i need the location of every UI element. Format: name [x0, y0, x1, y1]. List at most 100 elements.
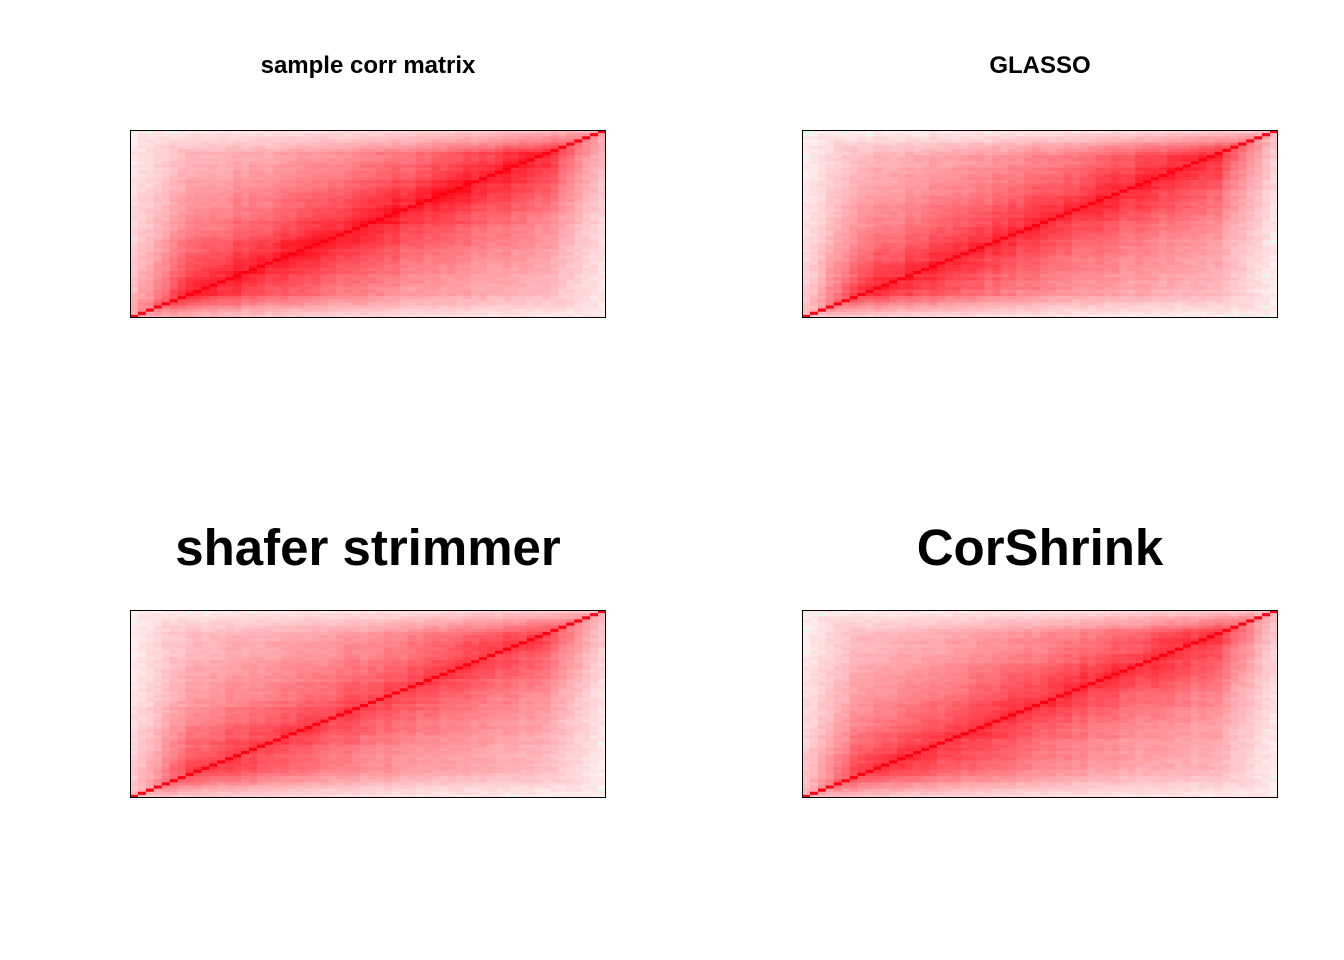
heatmap-cell	[161, 195, 171, 200]
heatmap-cell	[1000, 198, 1009, 203]
heatmap-cell	[185, 289, 195, 294]
heatmap-cell	[447, 245, 456, 250]
heatmap-cell	[360, 302, 369, 307]
heatmap-cell	[1190, 130, 1200, 134]
heatmap-cell	[471, 299, 480, 303]
heatmap-cell	[256, 233, 266, 238]
heatmap-cell	[233, 249, 242, 253]
heatmap-cell	[1151, 164, 1160, 169]
heatmap-cell	[423, 277, 433, 281]
heatmap-cell	[352, 217, 361, 222]
heatmap-cell	[153, 252, 163, 256]
heatmap-cell	[296, 173, 306, 178]
heatmap-cell	[304, 133, 314, 137]
heatmap-cell	[463, 274, 472, 278]
heatmap-cell	[865, 145, 874, 150]
heatmap-cell	[582, 311, 591, 316]
heatmap-cell	[344, 311, 353, 316]
heatmap-cell	[439, 230, 448, 234]
heatmap-cell	[550, 220, 559, 225]
heatmap-cell	[1016, 145, 1025, 150]
heatmap-cell	[201, 173, 210, 178]
heatmap-cell	[487, 233, 496, 238]
heatmap-cell	[352, 255, 361, 260]
heatmap-cell	[264, 252, 274, 256]
heatmap-cell	[455, 158, 464, 162]
heatmap-cell	[566, 286, 575, 291]
heatmap-cell	[249, 308, 258, 313]
heatmap-cell	[1230, 158, 1239, 162]
heatmap-cell	[574, 292, 583, 297]
heatmap-cell	[510, 214, 520, 219]
heatmap-cell	[249, 258, 258, 263]
heatmap-cell	[865, 164, 874, 169]
heatmap-cell	[1182, 183, 1192, 187]
heatmap-cell	[1230, 151, 1239, 156]
heatmap-cell	[487, 217, 496, 222]
heatmap-cell	[921, 130, 930, 134]
heatmap-cell	[153, 130, 163, 134]
heatmap-cell	[1063, 161, 1073, 166]
heatmap-cell	[1174, 183, 1184, 187]
heatmap-cell	[241, 286, 250, 291]
heatmap-cell	[566, 280, 575, 285]
heatmap-cell	[1198, 186, 1208, 191]
heatmap-cell	[161, 192, 171, 197]
heatmap-cell	[185, 155, 195, 159]
heatmap-cell	[217, 145, 226, 150]
heatmap-cell	[233, 183, 242, 187]
heatmap-cell	[423, 180, 433, 184]
heatmap-cell	[328, 308, 337, 313]
heatmap-cell	[928, 170, 938, 175]
heatmap-cell	[336, 302, 345, 307]
heatmap-cell	[169, 230, 179, 234]
heatmap-cell	[1254, 192, 1263, 197]
heatmap-cell	[249, 299, 258, 303]
heatmap-cell	[423, 220, 433, 225]
heatmap-cell	[137, 292, 147, 297]
heatmap-cell	[169, 186, 179, 191]
heatmap-cell	[415, 230, 425, 234]
heatmap-cell	[169, 224, 179, 228]
heatmap-cell	[510, 224, 520, 228]
heatmap-cell	[352, 224, 361, 228]
heatmap-cell	[312, 186, 321, 191]
heatmap-cell	[312, 236, 321, 241]
heatmap-cell	[921, 180, 930, 184]
heatmap-cell	[502, 280, 512, 285]
heatmap-cell	[241, 305, 250, 310]
heatmap-cell	[193, 130, 202, 134]
heatmap-cell	[193, 277, 202, 281]
heatmap-cell	[161, 239, 171, 244]
heatmap-cell	[368, 302, 377, 307]
heatmap-cell	[272, 227, 282, 231]
heatmap-cell	[280, 299, 290, 303]
heatmap-cell	[280, 186, 290, 191]
heatmap-cell	[161, 305, 171, 310]
heatmap-cell	[494, 183, 504, 187]
heatmap-cell	[841, 148, 851, 153]
heatmap-cell	[256, 280, 266, 285]
heatmap-cell	[241, 136, 250, 140]
heatmap-cell	[217, 217, 226, 222]
heatmap-cell	[849, 133, 859, 137]
heatmap-cell	[1166, 158, 1176, 162]
heatmap-cell	[407, 136, 417, 140]
heatmap-cell	[201, 155, 210, 159]
heatmap-cell	[1095, 158, 1105, 162]
heatmap-cell	[225, 211, 234, 216]
heatmap-cell	[256, 252, 266, 256]
heatmap-cell	[256, 289, 266, 294]
heatmap-cell	[471, 177, 480, 181]
heatmap-cell	[865, 167, 874, 172]
heatmap-cell	[344, 261, 353, 266]
heatmap-cell	[809, 151, 819, 156]
heatmap-cell	[590, 242, 599, 247]
heatmap-cell	[233, 186, 242, 191]
heatmap-cell	[185, 151, 195, 156]
heatmap-cell	[968, 164, 978, 169]
heatmap-cell	[320, 249, 329, 253]
heatmap-cell	[865, 133, 874, 137]
heatmap-cell	[566, 161, 575, 166]
heatmap-cell	[487, 189, 496, 194]
